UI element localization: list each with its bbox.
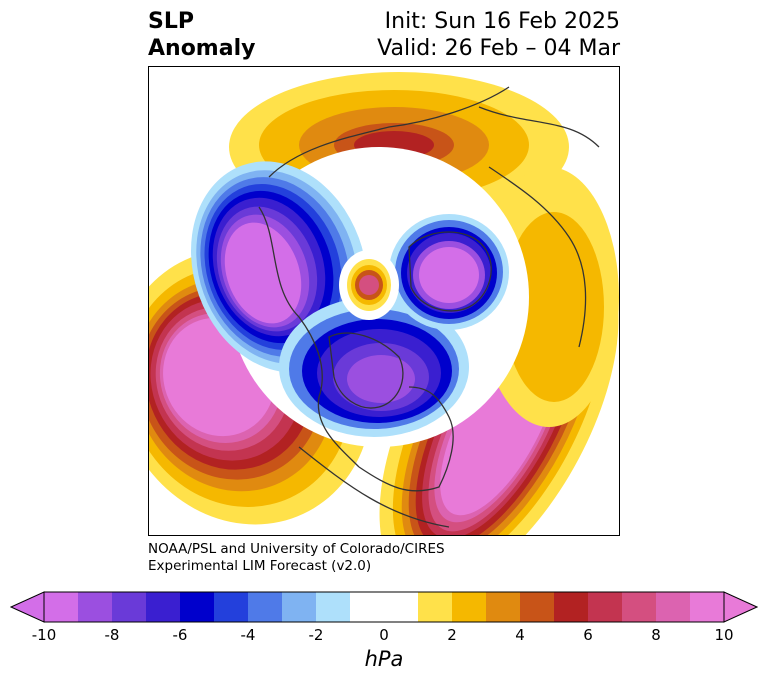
colorbar-bin (44, 592, 79, 622)
colorbar-bin (520, 592, 555, 622)
title-line-2: Anomaly (148, 36, 256, 61)
colorbar-under-arrow (10, 591, 45, 623)
colorbar-unit-label: hPa (364, 647, 404, 671)
colorbar-bin (486, 592, 521, 622)
valid-range: Valid: 26 Feb – 04 Mar (377, 36, 620, 61)
colorbar-tick-label: -2 (308, 626, 324, 644)
hudson-bay-low-anomaly (279, 297, 469, 437)
colorbar-tick-label: -6 (172, 626, 188, 644)
forecast-dates: Init: Sun 16 Feb 2025 Valid: 26 Feb – 04… (377, 8, 620, 62)
polar-high-anomaly (339, 250, 399, 320)
colorbar-bin (588, 592, 623, 622)
colorbar-tick-label: 6 (583, 626, 593, 644)
colorbar-bin (248, 592, 283, 622)
title-line-1: SLP (148, 9, 194, 34)
map-svg (149, 72, 619, 535)
colorbar-tick-label: -8 (104, 626, 120, 644)
colorbar-bin (146, 592, 181, 622)
init-date: Init: Sun 16 Feb 2025 (384, 9, 620, 34)
colorbar-tick-label: 2 (447, 626, 457, 644)
colorbar-bin (112, 592, 147, 622)
colorbar-tick-label: 8 (651, 626, 661, 644)
colorbar-bin (690, 592, 725, 622)
colorbar-tick-label: -4 (240, 626, 256, 644)
colorbar-ticks: -10 -8 -6 -4 -2 0 2 4 6 8 10 (0, 626, 768, 646)
credits: NOAA/PSL and University of Colorado/CIRE… (148, 541, 445, 575)
anomaly-map (148, 66, 620, 536)
colorbar-bin (452, 592, 487, 622)
credits-line-1: NOAA/PSL and University of Colorado/CIRE… (148, 541, 445, 557)
colorbar (10, 591, 758, 623)
colorbar-tick-label: 10 (714, 626, 734, 644)
colorbar-bin (282, 592, 317, 622)
colorbar-tick-label: 4 (515, 626, 525, 644)
colorbar-bin (418, 592, 453, 622)
colorbar-bin (656, 592, 691, 622)
colorbar-bin (78, 592, 113, 622)
colorbar-tick-label: -10 (31, 626, 57, 644)
arctic-low-anomaly (389, 214, 509, 330)
colorbar-bin (214, 592, 249, 622)
colorbar-outline (43, 591, 725, 623)
credits-line-2: Experimental LIM Forecast (v2.0) (148, 558, 372, 574)
chart-title: SLP Anomaly (148, 8, 255, 62)
colorbar-bin (180, 592, 215, 622)
colorbar-over-arrow (723, 591, 758, 623)
colorbar-bin (316, 592, 351, 622)
colorbar-bin (622, 592, 657, 622)
coastlines (258, 86, 600, 528)
colorbar-tick-label: 0 (379, 626, 389, 644)
colorbar-bin (554, 592, 589, 622)
colorbar-bin (350, 592, 419, 622)
